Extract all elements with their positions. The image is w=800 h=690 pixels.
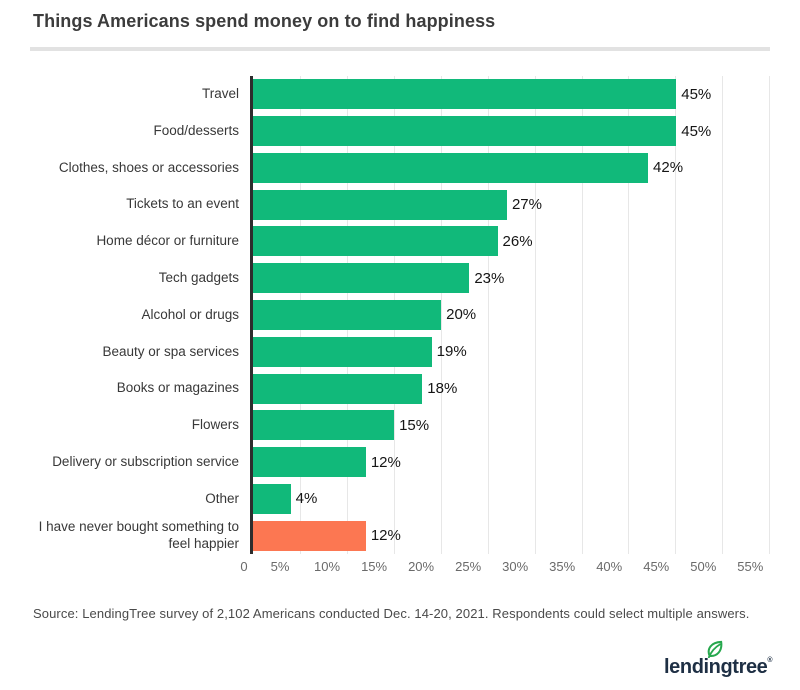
x-tick-label: 0 <box>240 559 248 574</box>
value-label: 26% <box>502 232 533 250</box>
category-label: Tech gadgets <box>158 269 239 285</box>
value-label: 20% <box>446 306 477 324</box>
bar <box>253 410 395 441</box>
registered-mark: ® <box>767 657 773 664</box>
x-tick-label: 35% <box>549 559 576 574</box>
bar-row: Travel 45% <box>30 76 775 113</box>
bar <box>253 483 291 514</box>
x-tick-label: 40% <box>596 559 623 574</box>
gridline <box>675 76 677 554</box>
category-label: Alcohol or drugs <box>141 306 239 322</box>
value-label: 12% <box>370 453 401 471</box>
value-label: 15% <box>399 416 430 434</box>
gridline <box>534 76 536 554</box>
bar-row: I have never bought something to feel ha… <box>30 517 775 554</box>
lendingtree-logo: lendingtree® <box>664 640 774 682</box>
x-tick-label: 25% <box>455 559 482 574</box>
category-label: Other <box>205 490 239 506</box>
bar-row: Clothes, shoes or accessories 42% <box>30 150 775 187</box>
value-label: 18% <box>427 380 458 397</box>
bar-row: Tickets to an event 27% <box>30 186 775 223</box>
title-divider <box>30 47 770 51</box>
bar <box>253 189 507 220</box>
logo-wordmark: lendingtree® <box>664 656 773 678</box>
x-tick-label: 45% <box>643 559 670 574</box>
value-label: 27% <box>511 196 542 214</box>
category-label: Delivery or subscription service <box>52 453 239 469</box>
bar-row: Beauty or spa services 19% <box>30 333 775 370</box>
chart-rows: Travel 45% Food/desserts 45% Clothes, sh… <box>30 76 775 554</box>
bar <box>253 116 677 147</box>
bar-row: Tech gadgets 23% <box>30 260 775 297</box>
bar <box>253 79 677 110</box>
bar <box>253 336 432 367</box>
bar-row: Alcohol or drugs 20% <box>30 297 775 334</box>
bar <box>253 299 442 330</box>
category-label: Books or magazines <box>116 380 239 396</box>
x-tick-label: 50% <box>690 559 717 574</box>
chart-title: Things Americans spend money on to find … <box>33 11 496 31</box>
category-label: Home décor or furniture <box>96 233 239 249</box>
category-label: Travel <box>201 86 239 102</box>
gridline <box>628 76 630 554</box>
category-label: Flowers <box>191 417 239 433</box>
value-label: 42% <box>653 159 684 177</box>
category-label: Beauty or spa services <box>102 343 239 359</box>
gridline <box>722 76 724 554</box>
category-label: Food/desserts <box>153 122 239 138</box>
gridline <box>769 76 771 554</box>
value-label: 12% <box>370 527 401 545</box>
bar-chart: Travel 45% Food/desserts 45% Clothes, sh… <box>30 76 775 577</box>
category-label: I have never bought something to feel ha… <box>38 519 239 551</box>
category-label: Clothes, shoes or accessories <box>58 159 239 175</box>
category-label: Tickets to an event <box>126 196 239 212</box>
gridline <box>440 76 442 554</box>
value-label: 45% <box>681 85 712 103</box>
bar-row: Flowers 15% <box>30 407 775 444</box>
source-note: Source: LendingTree survey of 2,102 Amer… <box>33 606 750 621</box>
value-label: 4% <box>295 490 318 508</box>
x-tick-label: 30% <box>502 559 529 574</box>
bar-row: Books or magazines 18% <box>30 370 775 407</box>
bar-row: Food/desserts 45% <box>30 113 775 150</box>
bar-row: Delivery or subscription service 12% <box>30 444 775 481</box>
x-tick-label: 5% <box>270 559 290 574</box>
value-label: 19% <box>436 343 467 361</box>
value-label: 45% <box>681 122 712 140</box>
bar <box>253 373 423 404</box>
x-axis-ticks: 0 5% 10% 15% 20% 25% 30% 35% 40% 45% 50% 55% <box>240 559 775 577</box>
gridline <box>581 76 583 554</box>
x-tick-label: 15% <box>361 559 388 574</box>
bar-highlight <box>253 520 366 551</box>
gridline <box>487 76 489 554</box>
value-label: 23% <box>474 269 505 287</box>
leaf-icon <box>707 640 723 658</box>
bar <box>253 226 498 257</box>
bar <box>253 152 649 183</box>
bar-row: Other 4% <box>30 480 775 517</box>
bar <box>253 263 470 294</box>
x-tick-label: 10% <box>314 559 341 574</box>
bar <box>253 447 366 478</box>
bar-row: Home décor or furniture 26% <box>30 223 775 260</box>
x-tick-label: 20% <box>408 559 435 574</box>
x-tick-label: 55% <box>737 559 764 574</box>
